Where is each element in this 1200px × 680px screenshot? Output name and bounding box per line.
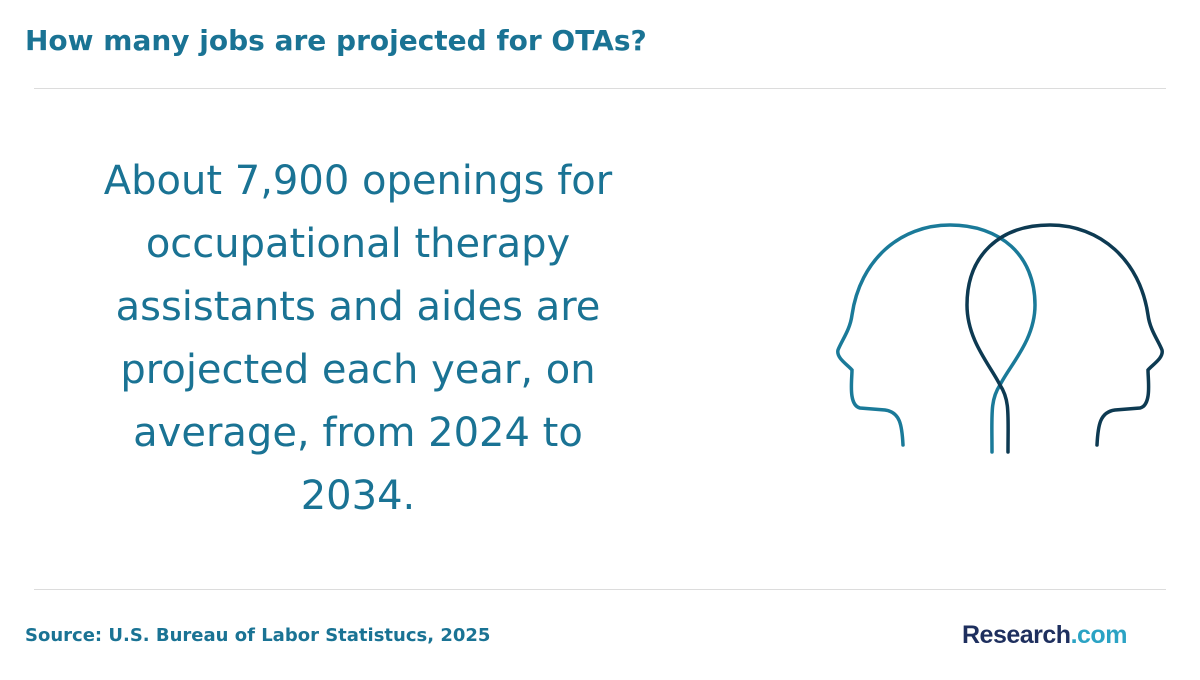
logo-name: Research xyxy=(962,621,1071,649)
left-head xyxy=(836,223,1037,454)
right-head xyxy=(965,223,1164,454)
logo-suffix: .com xyxy=(1070,621,1128,649)
main-statement: About 7,900 openings for occupational th… xyxy=(103,158,613,519)
divider xyxy=(34,589,1166,590)
divider xyxy=(34,88,1166,89)
page-title: How many jobs are projected for OTAs? xyxy=(25,24,647,57)
source-note: Source: U.S. Bureau of Labor Statistucs,… xyxy=(25,625,491,646)
logo: Research.com xyxy=(962,621,1127,650)
